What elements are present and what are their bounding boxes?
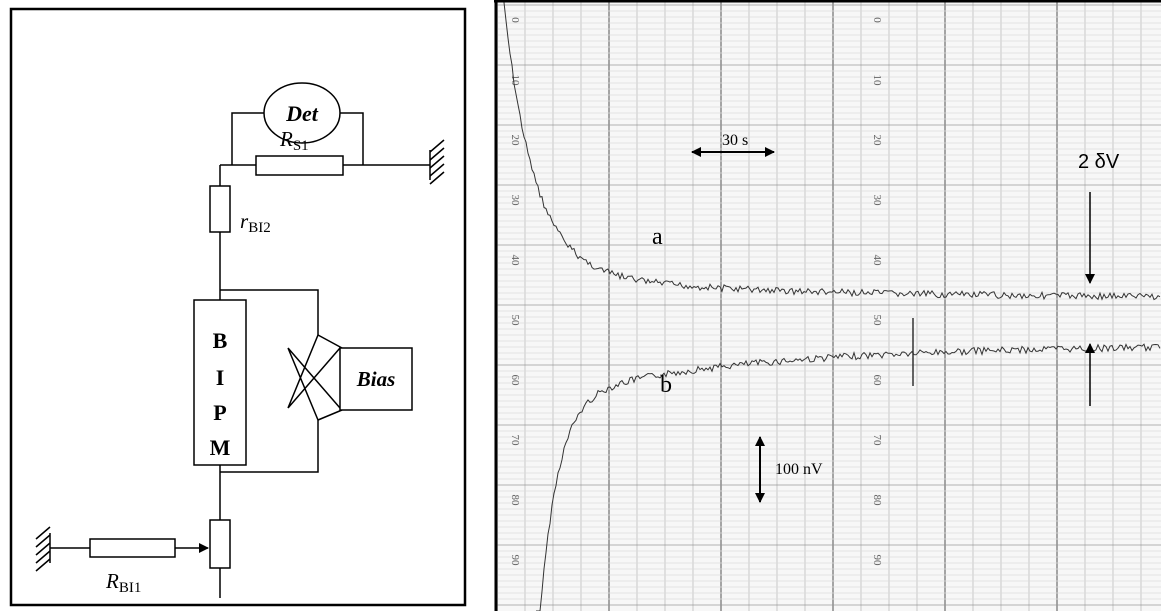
scale-label: 30 xyxy=(509,195,521,207)
scale-label: 90 xyxy=(871,555,883,567)
bipm-letter: B xyxy=(213,328,228,353)
bias-label: Bias xyxy=(356,367,396,391)
recorder-trace: 0 0 10 10 20 20 30 30 40 40 50 50 60 60 70 70 80 80 90 90 a… xyxy=(494,0,1161,611)
scale-label: 60 xyxy=(509,375,521,387)
scale-label: 40 xyxy=(509,255,521,267)
scale-label: 10 xyxy=(871,75,883,87)
trace-b-label: b xyxy=(660,372,672,398)
scale-label: 90 xyxy=(509,555,521,567)
figure: Det RS1 rBI2 B I P M Bias RBI1 001010202… xyxy=(0,0,1161,611)
scale-label: 10 xyxy=(509,75,521,87)
scale-label: 0 xyxy=(509,17,521,23)
scale-label: 80 xyxy=(871,495,883,507)
scale-label: 30 xyxy=(871,195,883,207)
rs1-subscript: S1 xyxy=(293,138,309,154)
scale-label: 70 xyxy=(509,435,521,447)
circuit-diagram: Det RS1 rBI2 B I P M Bias RBI1 xyxy=(11,9,465,605)
resistor-rbi2 xyxy=(210,186,230,232)
scale-label: 40 xyxy=(871,255,883,267)
potentiometer xyxy=(210,520,230,568)
scale-label: 0 xyxy=(871,17,883,23)
chart-paper xyxy=(494,0,1161,611)
scale-label: 70 xyxy=(871,435,883,447)
scale-label: 60 xyxy=(871,375,883,387)
rbi1-subscript: BI1 xyxy=(119,580,142,596)
voltage-span-label: 100 nV xyxy=(775,461,823,478)
resistor-rs1 xyxy=(256,156,343,175)
scale-label: 50 xyxy=(871,315,883,327)
rbi2-subscript: BI2 xyxy=(248,220,271,236)
rbi1-symbol: R xyxy=(105,569,119,593)
scale-label: 50 xyxy=(509,315,521,327)
rs1-symbol: R xyxy=(279,127,293,151)
bipm-letter: P xyxy=(213,400,226,425)
scale-label: 20 xyxy=(871,135,883,147)
resistor-rbi1 xyxy=(90,539,175,557)
signal-label: 2 δV xyxy=(1078,151,1120,173)
bipm-letter: I xyxy=(216,365,225,390)
trace-a-label: a xyxy=(652,224,663,250)
time-span-label: 30 s xyxy=(722,132,748,149)
scale-label: 80 xyxy=(509,495,521,507)
bipm-letter: M xyxy=(210,435,231,460)
detector-label: Det xyxy=(285,101,319,126)
scale-label: 20 xyxy=(509,135,521,147)
